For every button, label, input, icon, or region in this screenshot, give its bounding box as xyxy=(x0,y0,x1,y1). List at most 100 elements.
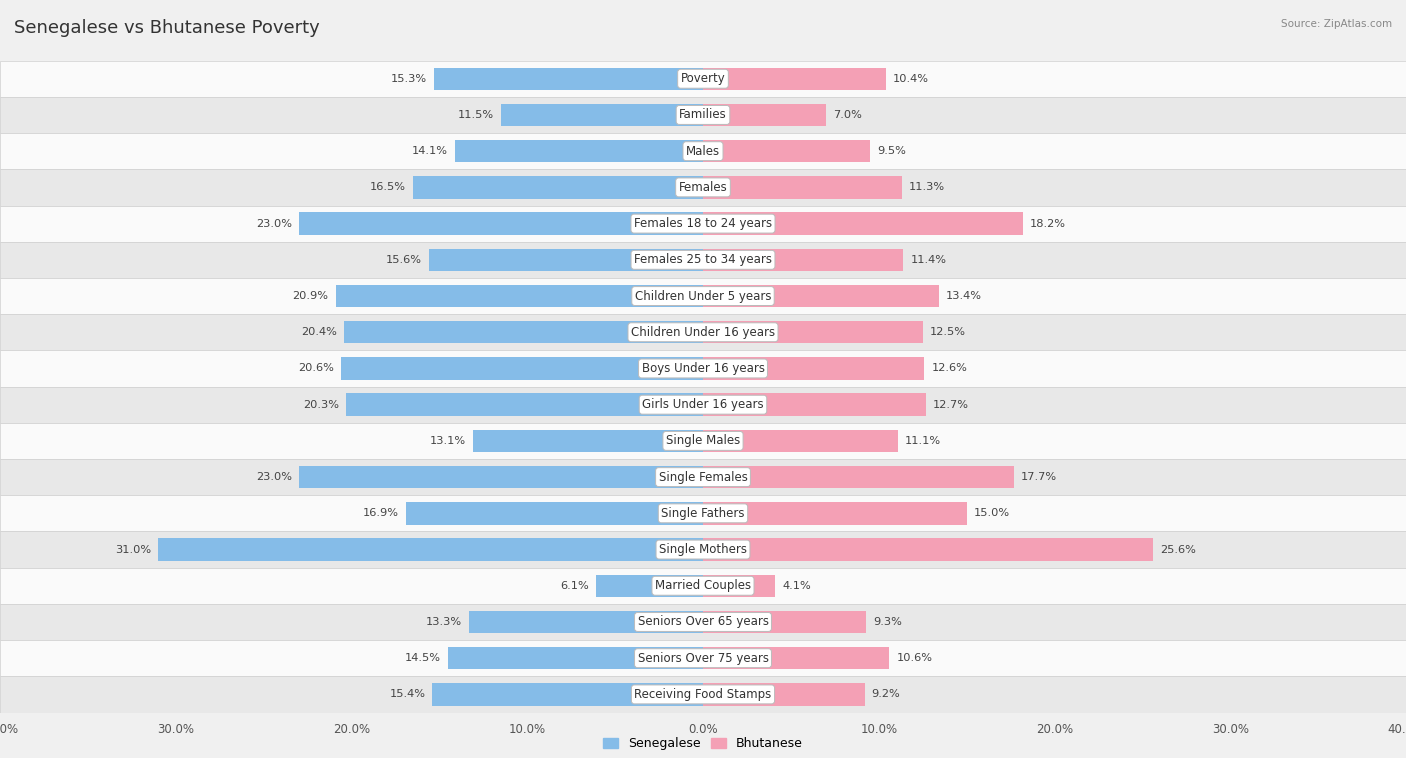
Text: 11.5%: 11.5% xyxy=(458,110,494,120)
Text: 11.4%: 11.4% xyxy=(911,255,946,265)
Text: Receiving Food Stamps: Receiving Food Stamps xyxy=(634,688,772,701)
Text: 10.6%: 10.6% xyxy=(897,653,932,663)
Text: 20.6%: 20.6% xyxy=(298,364,335,374)
Text: 20.9%: 20.9% xyxy=(292,291,329,301)
Text: Single Females: Single Females xyxy=(658,471,748,484)
Bar xyxy=(703,575,775,597)
Bar xyxy=(0,350,1406,387)
Text: 25.6%: 25.6% xyxy=(1160,544,1197,555)
Bar xyxy=(0,205,1406,242)
Text: Children Under 16 years: Children Under 16 years xyxy=(631,326,775,339)
Text: 14.1%: 14.1% xyxy=(412,146,449,156)
Bar xyxy=(434,67,703,90)
Text: Girls Under 16 years: Girls Under 16 years xyxy=(643,398,763,411)
Bar xyxy=(344,321,703,343)
Bar xyxy=(0,423,1406,459)
Bar xyxy=(0,568,1406,604)
Text: 15.4%: 15.4% xyxy=(389,690,425,700)
Bar xyxy=(346,393,703,416)
Bar xyxy=(501,104,703,126)
Bar xyxy=(299,212,703,235)
Text: 16.5%: 16.5% xyxy=(370,183,406,193)
Text: Senegalese vs Bhutanese Poverty: Senegalese vs Bhutanese Poverty xyxy=(14,19,319,37)
Text: 4.1%: 4.1% xyxy=(782,581,811,590)
Text: Families: Families xyxy=(679,108,727,121)
Bar xyxy=(159,538,703,561)
Bar xyxy=(406,502,703,525)
Text: 23.0%: 23.0% xyxy=(256,218,292,229)
Bar xyxy=(0,169,1406,205)
Bar xyxy=(0,676,1406,713)
Text: 20.3%: 20.3% xyxy=(304,399,339,409)
Bar xyxy=(703,466,1014,488)
Bar xyxy=(703,430,898,452)
Text: Seniors Over 65 years: Seniors Over 65 years xyxy=(637,615,769,628)
Bar xyxy=(703,357,925,380)
Bar xyxy=(703,285,939,307)
Bar xyxy=(429,249,703,271)
Text: Single Mothers: Single Mothers xyxy=(659,543,747,556)
Bar xyxy=(472,430,703,452)
Text: 15.0%: 15.0% xyxy=(973,509,1010,518)
Text: 11.1%: 11.1% xyxy=(905,436,941,446)
Bar xyxy=(0,640,1406,676)
Text: Boys Under 16 years: Boys Under 16 years xyxy=(641,362,765,375)
Bar xyxy=(0,387,1406,423)
Text: Females 18 to 24 years: Females 18 to 24 years xyxy=(634,217,772,230)
Text: 31.0%: 31.0% xyxy=(115,544,152,555)
Text: Males: Males xyxy=(686,145,720,158)
Bar xyxy=(340,357,703,380)
Text: Single Fathers: Single Fathers xyxy=(661,507,745,520)
Text: 9.5%: 9.5% xyxy=(877,146,905,156)
Bar xyxy=(703,104,827,126)
Bar xyxy=(703,176,901,199)
Text: Single Males: Single Males xyxy=(666,434,740,447)
Text: 10.4%: 10.4% xyxy=(893,74,929,83)
Bar xyxy=(0,495,1406,531)
Text: 15.6%: 15.6% xyxy=(385,255,422,265)
Bar xyxy=(0,133,1406,169)
Bar xyxy=(703,321,922,343)
Bar xyxy=(0,242,1406,278)
Bar xyxy=(0,531,1406,568)
Bar xyxy=(0,459,1406,495)
Text: 13.3%: 13.3% xyxy=(426,617,463,627)
Bar xyxy=(0,314,1406,350)
Bar xyxy=(703,611,866,633)
Text: Seniors Over 75 years: Seniors Over 75 years xyxy=(637,652,769,665)
Bar xyxy=(596,575,703,597)
Text: Females: Females xyxy=(679,181,727,194)
Bar xyxy=(703,249,904,271)
Bar xyxy=(299,466,703,488)
Text: 14.5%: 14.5% xyxy=(405,653,441,663)
Text: 7.0%: 7.0% xyxy=(832,110,862,120)
Bar xyxy=(703,393,927,416)
Bar xyxy=(703,212,1024,235)
Bar xyxy=(703,140,870,162)
Text: Poverty: Poverty xyxy=(681,72,725,85)
Bar xyxy=(449,647,703,669)
Bar xyxy=(703,67,886,90)
Legend: Senegalese, Bhutanese: Senegalese, Bhutanese xyxy=(598,732,808,755)
Text: 12.6%: 12.6% xyxy=(932,364,967,374)
Text: Married Couples: Married Couples xyxy=(655,579,751,592)
Bar xyxy=(456,140,703,162)
Bar xyxy=(703,647,889,669)
Bar xyxy=(336,285,703,307)
Text: Source: ZipAtlas.com: Source: ZipAtlas.com xyxy=(1281,19,1392,29)
Text: 13.4%: 13.4% xyxy=(945,291,981,301)
Bar xyxy=(703,502,967,525)
Bar xyxy=(433,683,703,706)
Bar xyxy=(470,611,703,633)
Text: 9.2%: 9.2% xyxy=(872,690,900,700)
Text: 12.5%: 12.5% xyxy=(929,327,966,337)
Text: 17.7%: 17.7% xyxy=(1021,472,1057,482)
Text: 16.9%: 16.9% xyxy=(363,509,399,518)
Bar xyxy=(0,604,1406,640)
Text: Females 25 to 34 years: Females 25 to 34 years xyxy=(634,253,772,266)
Text: 9.3%: 9.3% xyxy=(873,617,903,627)
Bar xyxy=(703,683,865,706)
Text: 13.1%: 13.1% xyxy=(430,436,465,446)
Bar xyxy=(0,278,1406,314)
Text: Children Under 5 years: Children Under 5 years xyxy=(634,290,772,302)
